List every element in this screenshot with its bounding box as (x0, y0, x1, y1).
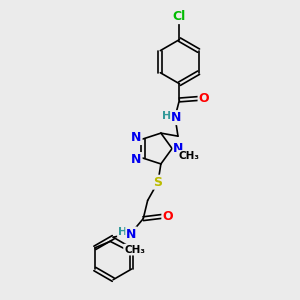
Text: N: N (126, 227, 136, 241)
Text: Cl: Cl (173, 10, 186, 23)
Text: H: H (118, 227, 127, 237)
Text: O: O (162, 210, 173, 223)
Text: CH₃: CH₃ (179, 151, 200, 161)
Text: H: H (162, 110, 171, 121)
Text: N: N (131, 131, 142, 144)
Text: N: N (171, 111, 182, 124)
Text: N: N (173, 142, 184, 155)
Text: N: N (131, 153, 142, 166)
Text: S: S (153, 176, 162, 189)
Text: O: O (199, 92, 209, 105)
Text: CH₃: CH₃ (124, 244, 145, 255)
